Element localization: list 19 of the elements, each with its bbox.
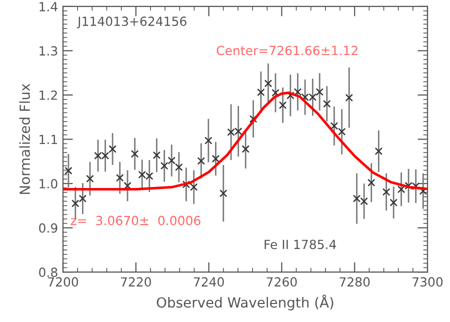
x-tick-label: 7260	[266, 277, 297, 287]
y-tick-label: 0.9	[39, 223, 58, 233]
annotation: z= 3.0670± 0.0006	[70, 216, 200, 226]
y-tick-label: 1.1	[40, 134, 57, 144]
x-tick-label: 7280	[340, 277, 370, 287]
annotation: J114013+624156	[76, 16, 186, 28]
x-axis-title: Observed Wavelength (Å)	[156, 294, 334, 310]
y-tick-label: 1.2	[40, 90, 57, 100]
y-tick-label: 1.3	[40, 46, 58, 56]
x-tick-label: 7240	[194, 277, 224, 287]
annotation: Fe II 1785.4	[264, 240, 336, 250]
y-tick-label: 1.4	[40, 2, 58, 12]
y-tick-label: 0.8	[39, 268, 58, 278]
x-tick-label: 7220	[121, 277, 151, 287]
x-tick-label: 7300	[412, 277, 443, 287]
y-tick-label: 1.0	[40, 179, 58, 188]
x-tick-label: 7200	[48, 277, 78, 287]
annotation: Center=7261.66±1.12	[216, 46, 358, 56]
y-axis-title: Normalized Flux	[19, 84, 30, 194]
